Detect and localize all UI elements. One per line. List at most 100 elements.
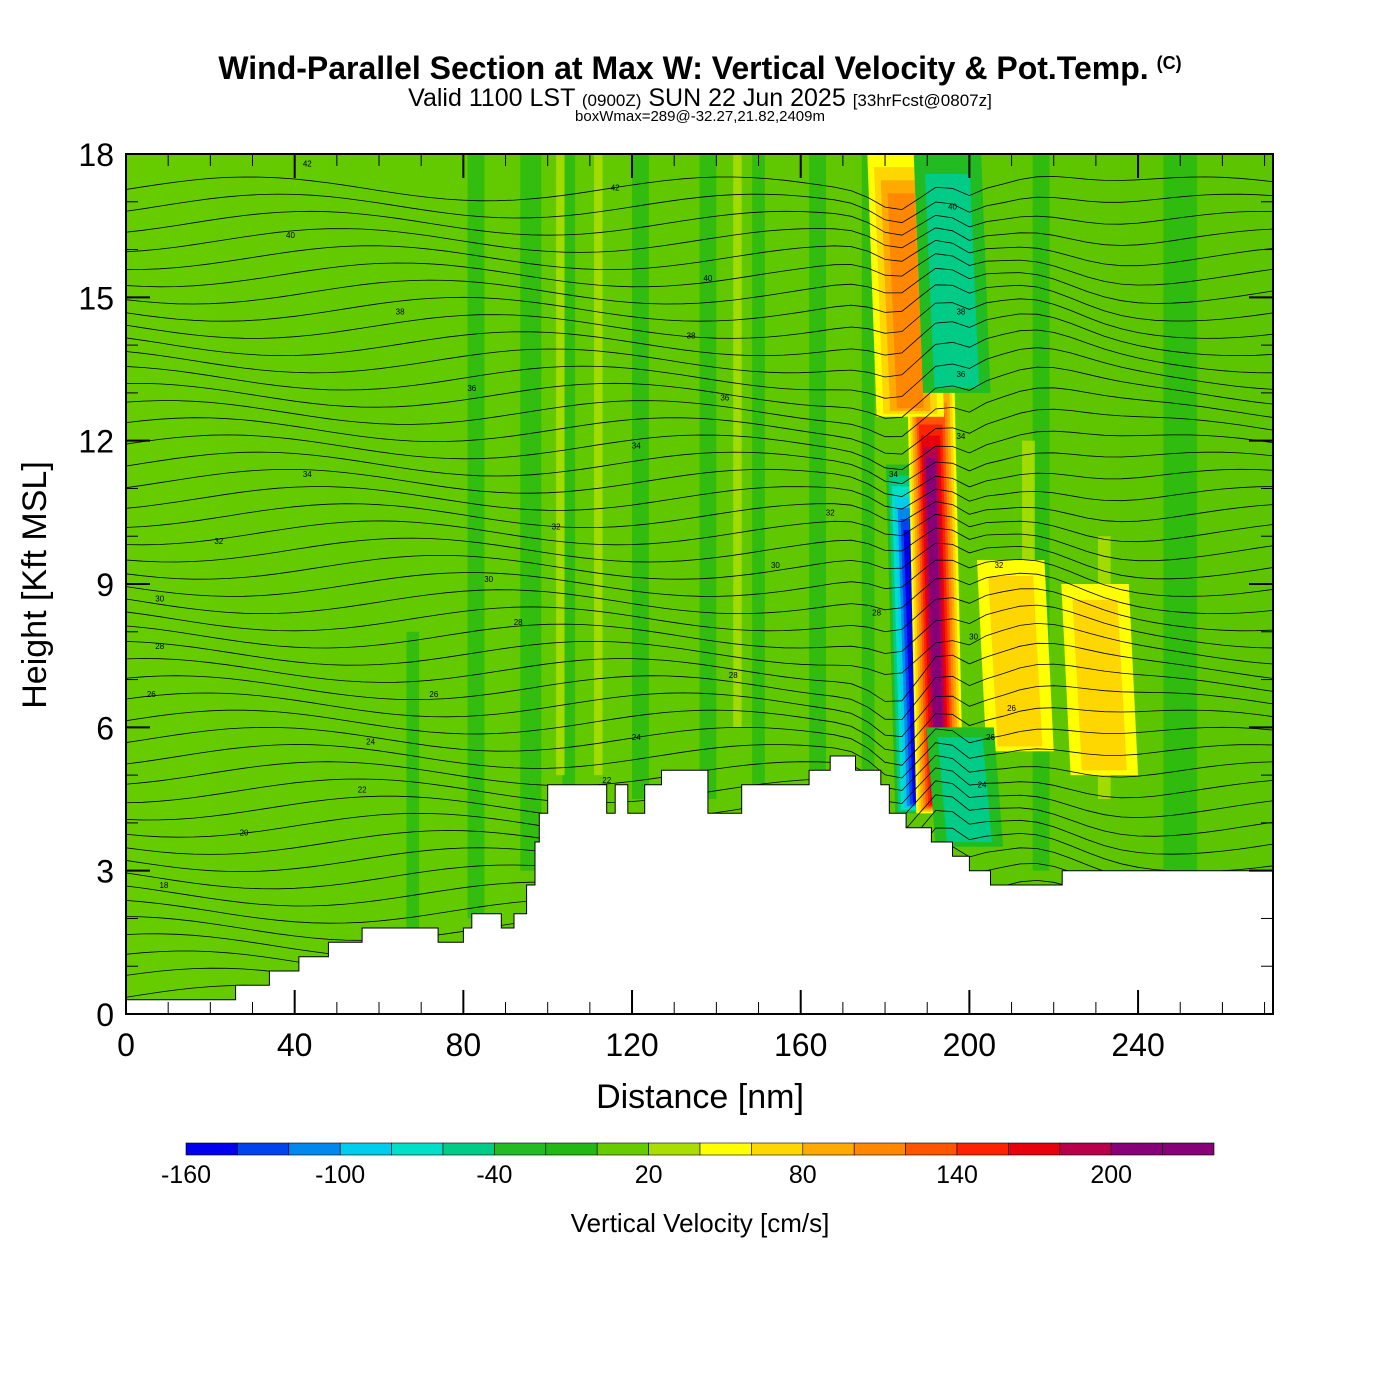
velocity-feature	[924, 173, 980, 389]
updraft-band	[556, 154, 565, 776]
theta-contour-label: 20	[240, 828, 249, 837]
colorbar-swatch	[1008, 1142, 1061, 1156]
y-tick-label: 0	[96, 997, 114, 1033]
velocity-feature	[925, 457, 945, 802]
colorbar-swatch	[853, 1142, 906, 1156]
valid-time: Valid 1100 LST	[408, 84, 575, 112]
y-tick-label: 3	[96, 854, 114, 890]
theta-contour-label: 34	[632, 441, 641, 450]
theta-contour-label: 26	[147, 690, 156, 699]
valid-date: SUN 22 Jun 2025	[648, 84, 846, 112]
downdraft-band	[752, 154, 765, 799]
theta-contour-line	[126, 387, 1273, 438]
colorbar-swatch	[545, 1142, 598, 1156]
y-axis-label: Height [Kft MSL]	[16, 461, 54, 709]
theta-contour-label: 22	[602, 776, 611, 785]
theta-contour-line	[126, 572, 1273, 615]
theta-contour-label: 32	[214, 537, 223, 546]
theta-contour-label: 32	[826, 508, 835, 517]
theta-contour-label: 36	[467, 384, 476, 393]
theta-contour-line	[126, 726, 1273, 766]
copyright-mark: (C)	[1156, 53, 1182, 73]
x-tick-label: 240	[1111, 1027, 1164, 1063]
theta-contour-label: 30	[969, 633, 978, 642]
velocity-feature	[937, 737, 992, 842]
y-tick-label: 12	[78, 424, 114, 460]
theta-contour-line	[126, 558, 1273, 597]
colorbar-title: Vertical Velocity [cm/s]	[571, 1208, 830, 1238]
theta-contour-label: 36	[956, 370, 965, 379]
theta-contour-line	[126, 451, 1273, 485]
y-tick-label: 9	[96, 567, 114, 603]
chart-title: Wind-Parallel Section at Max W: Vertical…	[218, 50, 1182, 86]
theta-contour-line	[126, 347, 1273, 399]
x-tick-label: 80	[446, 1027, 482, 1063]
theta-contour-line	[126, 642, 1273, 702]
colorbar-tick-label: -100	[315, 1161, 365, 1189]
x-tick-label: 0	[117, 1027, 135, 1063]
colorbar-swatch	[391, 1142, 444, 1156]
theta-contour-label: 30	[155, 594, 164, 603]
colorbar-tick-label: -160	[161, 1161, 211, 1189]
downdraft-band	[562, 154, 576, 799]
theta-contour-line	[126, 284, 1273, 322]
colorbar-swatch	[699, 1142, 752, 1156]
velocity-feature	[1072, 599, 1127, 771]
theta-contour-line	[126, 527, 1273, 563]
colorbar-swatch	[185, 1142, 238, 1156]
theta-contour-line	[126, 707, 1273, 753]
theta-contour-line	[126, 366, 1273, 419]
x-tick-label: 40	[277, 1027, 313, 1063]
theta-contour-line	[126, 253, 1273, 288]
y-tick-label: 15	[78, 280, 114, 316]
colorbar-tick-label: 200	[1090, 1161, 1132, 1189]
terrain-profile	[125, 755, 1274, 1015]
colorbar-swatch	[596, 1142, 649, 1156]
theta-contour-label: 26	[429, 690, 438, 699]
updraft-band	[733, 154, 742, 728]
colorbar-swatch	[1059, 1142, 1112, 1156]
x-tick-label: 200	[943, 1027, 996, 1063]
theta-contour-line	[126, 193, 1273, 224]
theta-contour-line	[126, 663, 1273, 721]
theta-contour-label: 40	[286, 231, 295, 240]
theta-contour-line	[126, 210, 1273, 236]
colorbar-swatch	[1110, 1142, 1163, 1156]
downdraft-band	[467, 154, 485, 919]
colorbar-swatch	[648, 1142, 701, 1156]
x-tick-label: 160	[774, 1027, 827, 1063]
theta-contour-line	[126, 501, 1273, 529]
theta-contour-line	[126, 267, 1273, 305]
x-axis-label: Distance [nm]	[596, 1078, 804, 1116]
theta-contour-label: 42	[303, 160, 312, 169]
theta-contour-label: 28	[514, 618, 523, 627]
colorbar-swatch	[288, 1142, 341, 1156]
theta-contour-label: 32	[552, 523, 561, 532]
theta-contour-label: 28	[872, 609, 881, 618]
colorbar-tick-label: -40	[476, 1161, 512, 1189]
downdraft-band	[1163, 154, 1198, 871]
downdraft-band	[699, 154, 717, 799]
theta-contour-label: 34	[889, 470, 898, 479]
downdraft-band	[861, 154, 875, 776]
terrain-mask	[125, 755, 1274, 1015]
theta-contour-line	[126, 513, 1273, 546]
updraft-band	[594, 154, 603, 776]
theta-contour-label: 28	[729, 671, 738, 680]
colorbar: -160 -100 -40 20 80 140 200	[161, 1142, 1215, 1189]
theta-contour-line	[126, 298, 1273, 339]
colorbar-swatch	[339, 1142, 392, 1156]
theta-contour-line	[126, 542, 1273, 580]
box-wmax-note: boxWmax=289@-32.27,21.82,2409m	[575, 108, 825, 125]
y-tick-label: 18	[78, 137, 114, 173]
colorbar-swatch	[905, 1142, 958, 1156]
colorbar-swatch	[237, 1142, 290, 1156]
theta-contour-line	[126, 742, 1273, 779]
theta-contour-label: 36	[720, 394, 729, 403]
colorbar-swatch	[494, 1142, 547, 1156]
theta-contour-line	[126, 604, 1273, 654]
theta-contour-line	[126, 239, 1273, 271]
theta-contour-label: 34	[956, 432, 965, 441]
